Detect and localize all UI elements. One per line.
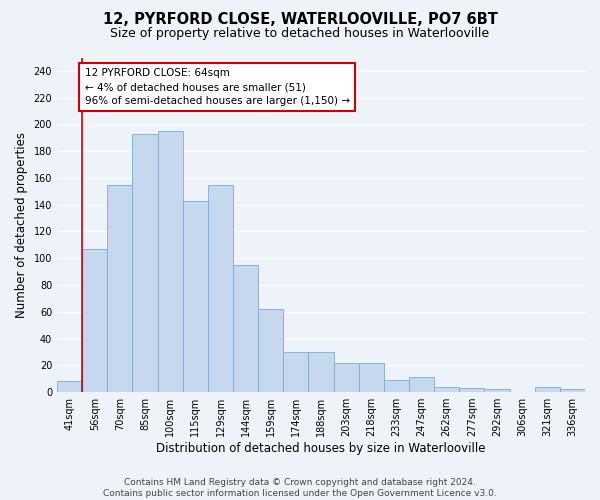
X-axis label: Distribution of detached houses by size in Waterlooville: Distribution of detached houses by size … <box>156 442 486 455</box>
Bar <box>233 265 258 392</box>
Text: 12 PYRFORD CLOSE: 64sqm
← 4% of detached houses are smaller (51)
96% of semi-det: 12 PYRFORD CLOSE: 64sqm ← 4% of detached… <box>85 68 350 106</box>
Bar <box>334 362 359 392</box>
Bar <box>57 382 82 392</box>
Bar <box>107 184 133 392</box>
Bar <box>409 378 434 392</box>
Bar <box>359 362 384 392</box>
Bar <box>535 386 560 392</box>
Bar <box>560 390 585 392</box>
Y-axis label: Number of detached properties: Number of detached properties <box>15 132 28 318</box>
Bar <box>283 352 308 392</box>
Bar <box>308 352 334 392</box>
Bar <box>384 380 409 392</box>
Bar <box>82 249 107 392</box>
Bar <box>133 134 158 392</box>
Bar <box>484 390 509 392</box>
Text: 12, PYRFORD CLOSE, WATERLOOVILLE, PO7 6BT: 12, PYRFORD CLOSE, WATERLOOVILLE, PO7 6B… <box>103 12 497 28</box>
Bar <box>208 184 233 392</box>
Text: Contains HM Land Registry data © Crown copyright and database right 2024.
Contai: Contains HM Land Registry data © Crown c… <box>103 478 497 498</box>
Bar <box>183 200 208 392</box>
Bar <box>459 388 484 392</box>
Bar <box>258 309 283 392</box>
Bar <box>158 131 183 392</box>
Bar <box>434 386 459 392</box>
Text: Size of property relative to detached houses in Waterlooville: Size of property relative to detached ho… <box>110 28 490 40</box>
